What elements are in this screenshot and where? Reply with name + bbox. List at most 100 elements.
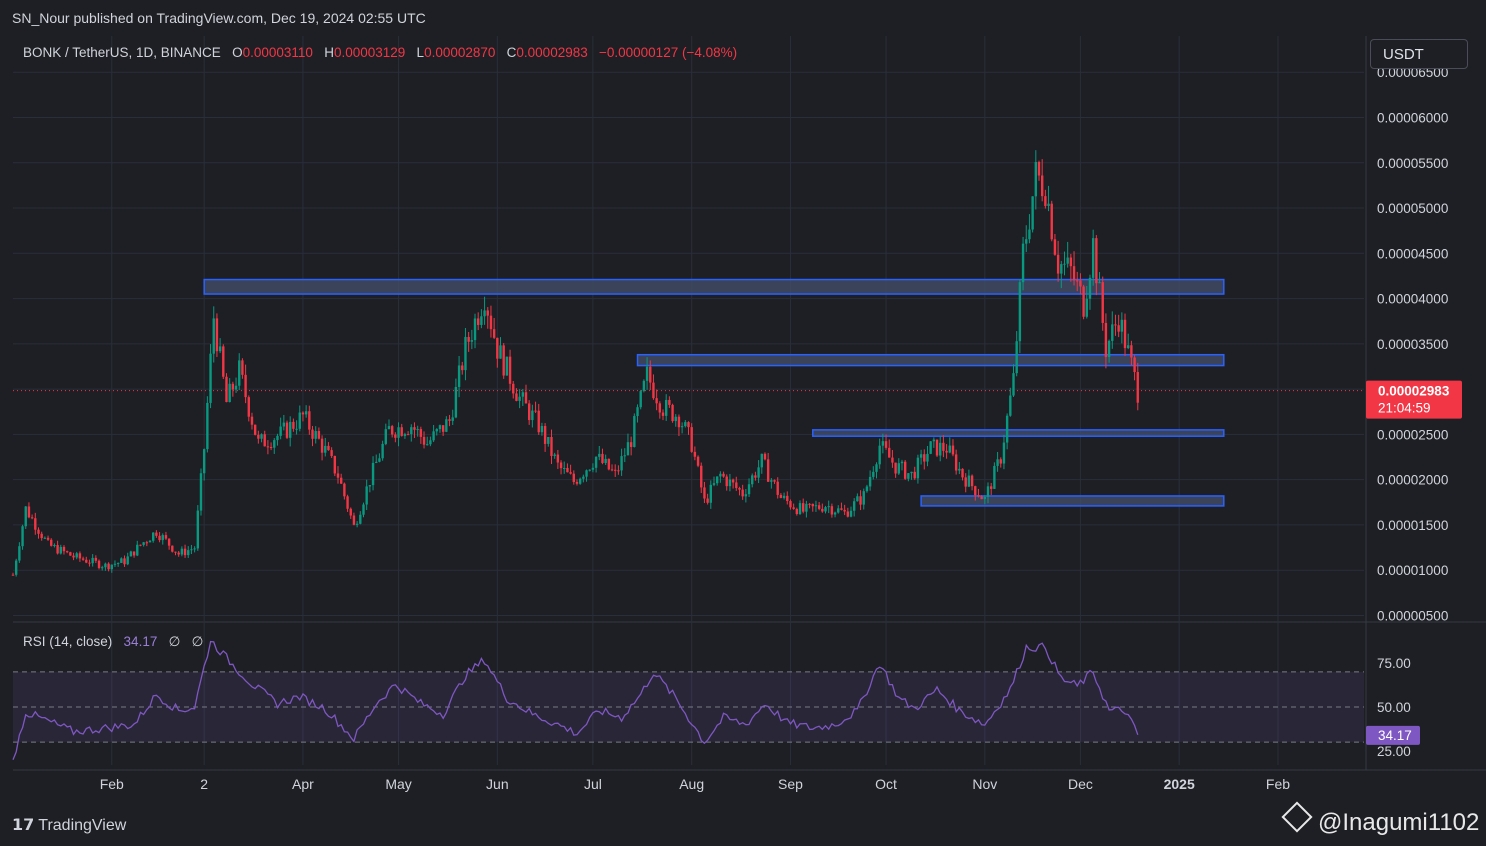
- candle-body: [747, 484, 751, 495]
- currency-unit-button[interactable]: USDT: [1370, 39, 1468, 69]
- candle-body: [888, 447, 891, 458]
- candle-body: [1060, 264, 1063, 274]
- candle-body: [502, 345, 505, 376]
- candle-body: [782, 495, 786, 498]
- candle-body: [970, 475, 974, 487]
- current-price-badge: [1366, 380, 1462, 419]
- low-value: 0.00002870: [424, 45, 496, 60]
- candle-body: [410, 427, 413, 435]
- y-tick-label: 0.00003500: [1377, 337, 1448, 352]
- candle-body: [900, 461, 904, 464]
- candle-body: [269, 446, 273, 448]
- candle-body: [416, 429, 419, 431]
- candle-body: [623, 455, 626, 457]
- candle-body: [744, 494, 748, 497]
- price-zone-rect: [636, 353, 1225, 367]
- candle-body: [534, 410, 537, 412]
- price-zone-rect: [920, 495, 1225, 507]
- candle-body: [951, 445, 955, 455]
- candle-body: [406, 434, 410, 436]
- candle-body: [990, 486, 993, 489]
- candle-body: [629, 442, 633, 447]
- symbol-label[interactable]: BONK / TetherUS, 1D, BINANCE: [23, 45, 221, 60]
- candle-body: [225, 376, 228, 403]
- candle-body: [59, 546, 62, 554]
- candle-body: [919, 454, 923, 458]
- candle-body: [690, 427, 693, 452]
- rsi-y-tick-label: 75.00: [1377, 656, 1411, 671]
- candle-body: [907, 473, 910, 479]
- candle-body: [324, 445, 327, 453]
- candle-body: [1082, 286, 1085, 317]
- candle-body: [607, 458, 611, 470]
- y-tick-label: 0.00001500: [1377, 518, 1448, 533]
- y-tick-label: 0.00005000: [1377, 201, 1448, 216]
- candle-body: [926, 453, 929, 462]
- tradingview-logo[interactable]: 𝟭𝟳 TradingView: [12, 815, 126, 835]
- candle-body: [158, 535, 161, 541]
- candle-body: [639, 391, 642, 408]
- candle-body: [598, 453, 601, 457]
- candle-body: [400, 427, 403, 436]
- candle-body: [798, 503, 802, 515]
- candle-body: [308, 411, 311, 430]
- candle-body: [435, 429, 438, 432]
- candle-body: [1031, 196, 1034, 230]
- candle-body: [451, 417, 454, 421]
- candle-body: [1123, 319, 1127, 349]
- candle-body: [846, 511, 850, 517]
- candle-body: [700, 465, 703, 488]
- close-label: C: [506, 45, 517, 60]
- candle-body: [645, 366, 649, 381]
- candle-body: [974, 486, 977, 496]
- support-resistance-zones[interactable]: [203, 278, 1225, 507]
- candle-body: [40, 533, 43, 539]
- candle-body: [954, 454, 958, 471]
- candle-body: [1012, 373, 1015, 396]
- candle-body: [1127, 345, 1130, 349]
- candle-body: [572, 473, 575, 482]
- candle-body: [101, 567, 104, 569]
- open-value: 0.00003110: [242, 45, 313, 60]
- candle-body: [591, 467, 595, 470]
- candle-body: [110, 564, 113, 570]
- y-tick-label: 0.00005500: [1377, 156, 1448, 171]
- rsi-legend[interactable]: RSI (14, close) 34.17 ∅ ∅: [23, 634, 203, 650]
- candle-body: [183, 548, 187, 556]
- candle-body: [30, 517, 34, 519]
- candle-body: [1050, 203, 1053, 240]
- candle-body: [802, 503, 805, 512]
- candle-body: [301, 412, 305, 415]
- candle-body: [69, 552, 72, 556]
- candle-body: [231, 383, 235, 390]
- candle-body: [346, 496, 349, 509]
- candle-body: [457, 365, 461, 387]
- candle-body: [661, 412, 665, 416]
- candle-body: [355, 523, 359, 525]
- candle-body: [891, 457, 894, 463]
- candle-body: [238, 360, 241, 386]
- x-tick-label: Jul: [584, 776, 602, 792]
- candle-body: [123, 558, 126, 565]
- candle-body: [728, 479, 732, 487]
- candle-body: [1107, 340, 1111, 358]
- candle-body: [129, 551, 133, 557]
- candle-body: [352, 515, 356, 525]
- x-tick-label: Aug: [679, 776, 704, 792]
- candle-body: [311, 429, 314, 439]
- rsi-pane[interactable]: [12, 640, 1364, 760]
- candle-body: [489, 315, 493, 330]
- candle-body: [107, 563, 110, 570]
- candle-body: [480, 316, 483, 325]
- candle-body: [145, 542, 149, 544]
- candle-body: [668, 399, 671, 405]
- candle-body: [50, 539, 53, 546]
- y-tick-label: 0.00002000: [1377, 473, 1448, 488]
- candle-body: [521, 392, 525, 397]
- candle-body: [292, 421, 295, 429]
- candle-body: [448, 419, 451, 421]
- candle-body: [1066, 257, 1069, 264]
- candle-body: [1120, 319, 1124, 332]
- x-tick-label: 2: [200, 776, 208, 792]
